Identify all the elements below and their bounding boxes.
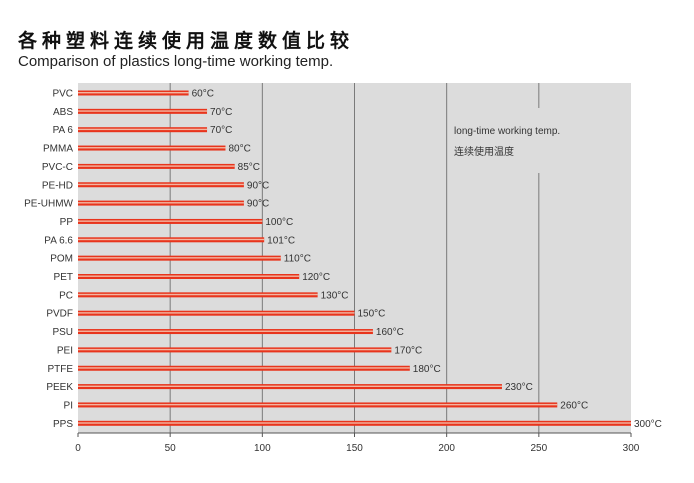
bar-highlight (78, 165, 235, 167)
category-label: PSU (52, 327, 73, 338)
category-label: PEI (57, 345, 73, 356)
bar-highlight (78, 275, 300, 277)
bar-highlight (78, 110, 208, 112)
category-label: PE-UHMW (24, 199, 73, 210)
bar-highlight (78, 147, 226, 149)
value-label: 90°C (247, 180, 269, 191)
value-label: 101°C (267, 235, 295, 246)
value-label: 120°C (302, 272, 330, 283)
bar-highlight (78, 403, 558, 406)
bar-highlight (78, 238, 265, 241)
value-label: 180°C (413, 364, 441, 375)
x-tick-label: 200 (438, 443, 455, 454)
category-label: PET (54, 272, 73, 283)
bar-highlight (78, 348, 392, 351)
chart-title-chinese: 各种塑料连续使用温度数值比较 (18, 30, 355, 52)
bar-highlight (78, 183, 244, 186)
value-label: 70°C (210, 107, 232, 118)
category-label: PTFE (47, 364, 73, 375)
bar-highlight (78, 220, 263, 222)
value-label: 230°C (505, 382, 533, 393)
value-label: 80°C (228, 144, 250, 155)
category-label: PE-HD (42, 180, 73, 191)
x-tick-label: 300 (623, 443, 640, 454)
value-label: 90°C (247, 199, 269, 210)
value-label: 160°C (376, 327, 404, 338)
x-tick-label: 50 (165, 443, 177, 454)
category-label: PVC-C (42, 162, 73, 173)
value-label: 130°C (321, 290, 349, 301)
x-tick-label: 0 (75, 443, 81, 454)
category-label: PC (59, 290, 73, 301)
bar-highlight (78, 330, 373, 332)
x-tick-label: 250 (530, 443, 547, 454)
category-label: PPS (53, 419, 73, 430)
x-tick-label: 150 (346, 443, 363, 454)
category-label: POM (50, 254, 73, 265)
category-label: PMMA (43, 144, 73, 155)
category-label: PA 6 (53, 125, 74, 136)
x-tick-label: 100 (254, 443, 271, 454)
annotation-chinese: 连续使用温度 (454, 145, 514, 158)
bar-highlight (78, 385, 502, 387)
category-label: ABS (53, 107, 73, 118)
value-label: 150°C (358, 309, 386, 320)
bar-highlight (78, 92, 189, 94)
annotation-english: long-time working temp. (454, 126, 560, 137)
value-label: 260°C (560, 400, 588, 411)
category-label: PI (64, 400, 73, 411)
category-label: PVDF (46, 309, 73, 320)
chart-title-english: Comparison of plastics long-time working… (18, 53, 334, 70)
bar-highlight (78, 422, 631, 424)
value-label: 110°C (284, 254, 311, 265)
bar-highlight (78, 257, 281, 259)
value-label: 170°C (394, 345, 422, 356)
bar-highlight (78, 202, 244, 204)
category-label: PA 6.6 (44, 235, 73, 246)
value-label: 85°C (238, 162, 260, 173)
bar-highlight (78, 128, 208, 131)
value-label: 300°C (634, 419, 662, 430)
bar-highlight (78, 312, 355, 314)
value-label: 70°C (210, 125, 232, 136)
category-label: PP (60, 217, 74, 228)
bar-highlight (78, 293, 318, 296)
value-label: 100°C (265, 217, 293, 228)
bar-highlight (78, 367, 410, 369)
value-label: 60°C (192, 89, 214, 100)
category-label: PEEK (46, 382, 73, 393)
category-label: PVC (52, 89, 73, 100)
